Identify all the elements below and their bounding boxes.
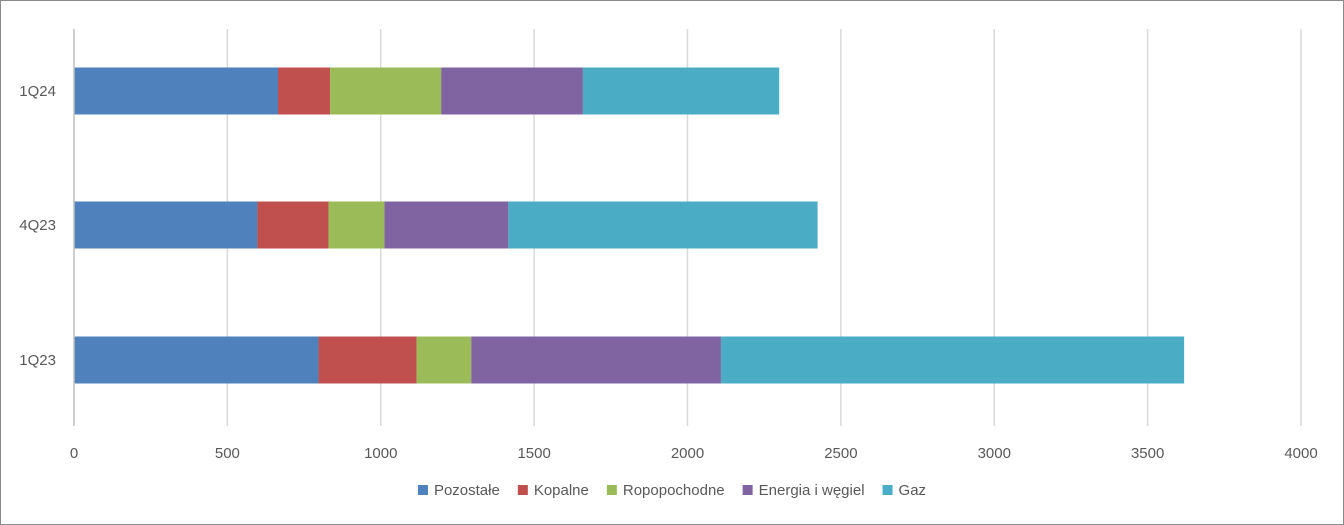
y-tick-label-1Q23: 1Q23 — [19, 352, 56, 369]
x-tick-label-1000: 1000 — [364, 445, 397, 462]
bar-1Q24-series-4 — [582, 67, 780, 115]
legend-label-2: Ropopochodne — [623, 482, 725, 499]
bar-4Q23-series-1 — [257, 201, 329, 249]
legend-swatch-2 — [606, 485, 617, 495]
x-tick-label-3500: 3500 — [1131, 445, 1164, 462]
x-tick-label-2500: 2500 — [824, 445, 857, 462]
x-tick-label-4000: 4000 — [1284, 445, 1317, 462]
y-tick-label-1Q24: 1Q24 — [19, 83, 56, 100]
bar-1Q24-series-0 — [74, 67, 278, 115]
x-tick-label-0: 0 — [70, 445, 78, 462]
bar-1Q24-series-2 — [330, 67, 442, 115]
bar-4Q23-series-0 — [74, 201, 258, 249]
legend-label-3: Energia i węgiel — [759, 482, 865, 499]
y-tick-label-4Q23: 4Q23 — [19, 217, 56, 234]
legend-label-0: Pozostałe — [434, 482, 500, 499]
legend-swatch-4 — [882, 485, 893, 495]
bar-1Q24-series-1 — [277, 67, 331, 115]
x-tick-label-500: 500 — [215, 445, 240, 462]
legend: Pozostałe Kopalne Ropopochodne Energia i wę… — [417, 482, 927, 499]
legend-swatch-3 — [742, 485, 753, 495]
bar-1Q23-series-3 — [471, 336, 721, 384]
bar-4Q23-series-4 — [508, 201, 818, 249]
legend-label-1: Kopalne — [534, 482, 589, 499]
legend-label-4: Gaz — [899, 482, 927, 499]
axes: 0 500 1000 1500 2000 2500 3000 3500 4000 1Q24 4Q23… — [19, 29, 1318, 462]
legend-swatch-0 — [417, 485, 428, 495]
bar-1Q23-series-4 — [720, 336, 1185, 384]
x-tick-label-3000: 3000 — [978, 445, 1011, 462]
x-tick-label-2000: 2000 — [671, 445, 704, 462]
bar-1Q23-series-0 — [74, 336, 319, 384]
bars — [74, 67, 1185, 384]
x-tick-label-1500: 1500 — [517, 445, 550, 462]
bar-1Q23-series-1 — [318, 336, 417, 384]
bar-4Q23-series-2 — [328, 201, 385, 249]
bar-1Q23-series-2 — [416, 336, 472, 384]
bar-4Q23-series-3 — [384, 201, 509, 249]
bar-1Q24-series-3 — [441, 67, 583, 115]
legend-swatch-1 — [517, 485, 528, 495]
